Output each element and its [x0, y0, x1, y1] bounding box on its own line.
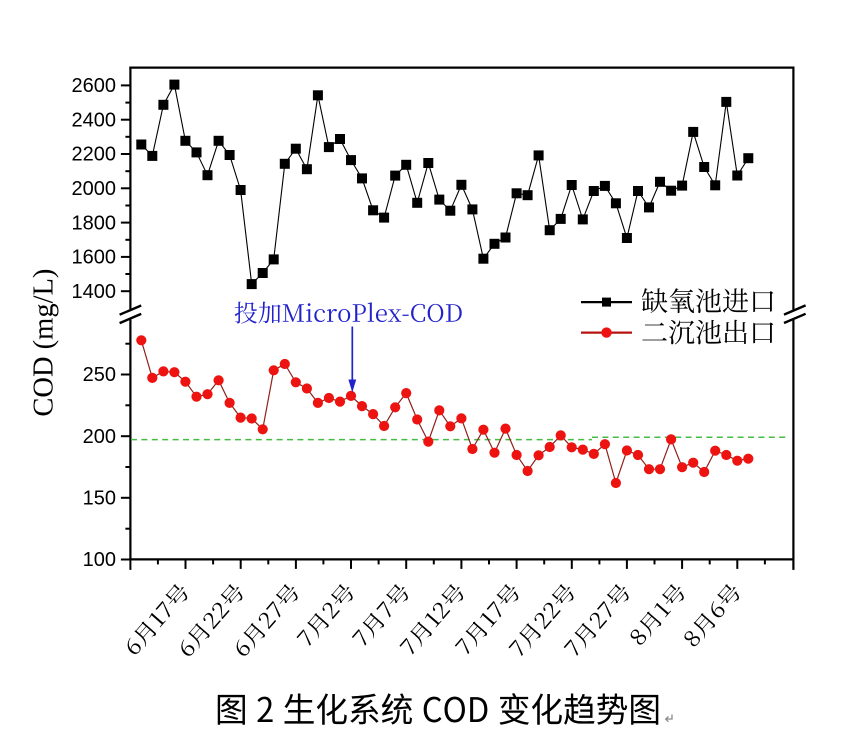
svg-text:2200: 2200 — [72, 144, 117, 166]
svg-text:1400: 1400 — [72, 281, 117, 303]
svg-text:2000: 2000 — [72, 178, 117, 200]
svg-text:2400: 2400 — [72, 109, 117, 131]
svg-text:250: 250 — [83, 364, 116, 386]
svg-text:150: 150 — [83, 488, 116, 510]
svg-text:2600: 2600 — [72, 75, 117, 97]
svg-text:1600: 1600 — [72, 247, 117, 269]
svg-text:200: 200 — [83, 426, 116, 448]
svg-text:100: 100 — [83, 549, 116, 571]
svg-text:1800: 1800 — [72, 212, 117, 234]
svg-text:COD (mg/L): COD (mg/L) — [29, 269, 60, 417]
